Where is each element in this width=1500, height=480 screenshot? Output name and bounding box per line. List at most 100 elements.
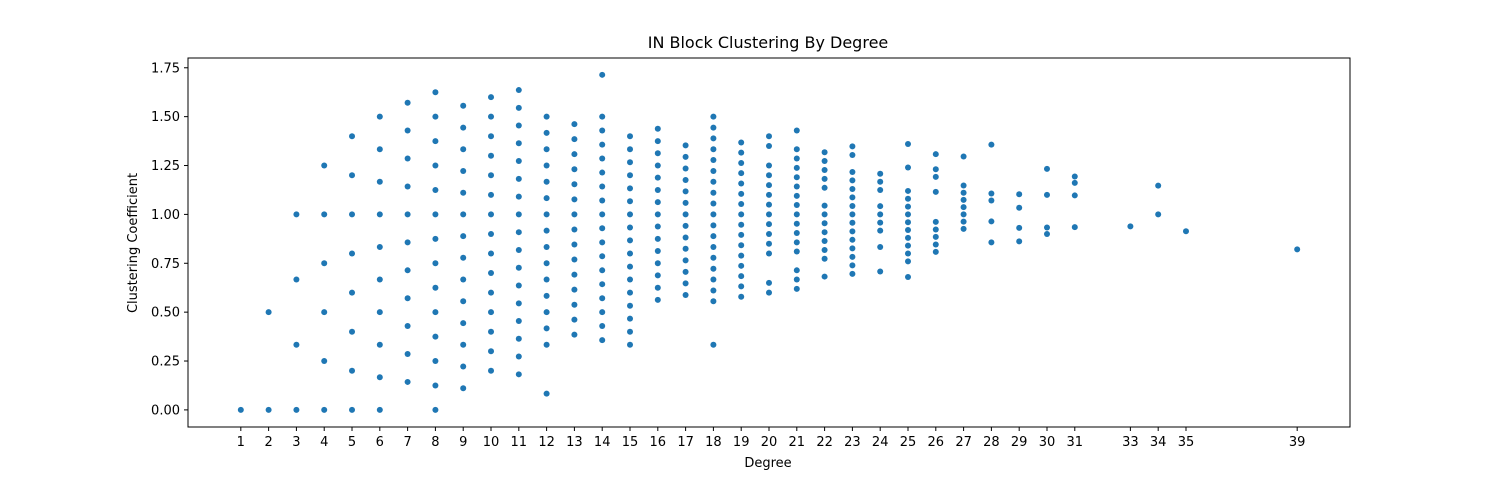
data-point bbox=[237, 406, 244, 413]
data-point bbox=[904, 227, 911, 234]
data-point bbox=[682, 211, 689, 218]
x-tick-label: 20 bbox=[761, 435, 778, 450]
data-point bbox=[849, 228, 856, 235]
data-point bbox=[766, 289, 772, 296]
data-point bbox=[627, 328, 634, 335]
data-point bbox=[1182, 228, 1189, 235]
data-points bbox=[237, 71, 1301, 413]
data-point bbox=[904, 195, 911, 202]
data-point bbox=[460, 254, 467, 261]
data-point bbox=[1071, 179, 1078, 186]
data-point bbox=[960, 218, 967, 225]
data-point bbox=[738, 221, 745, 228]
data-point bbox=[738, 273, 745, 280]
data-point bbox=[515, 353, 522, 360]
data-point bbox=[599, 183, 606, 190]
data-point bbox=[349, 133, 356, 140]
data-point bbox=[349, 250, 356, 257]
data-point bbox=[571, 136, 578, 143]
data-point bbox=[793, 202, 800, 209]
data-point bbox=[654, 174, 661, 181]
data-point bbox=[488, 328, 495, 335]
data-point bbox=[321, 309, 328, 316]
data-point bbox=[793, 155, 800, 162]
data-point bbox=[1043, 230, 1050, 237]
data-point bbox=[766, 182, 772, 189]
data-point bbox=[599, 323, 606, 330]
data-point bbox=[849, 194, 856, 201]
data-point bbox=[571, 331, 578, 338]
data-point bbox=[432, 186, 439, 193]
data-point bbox=[988, 218, 995, 225]
data-point bbox=[627, 315, 634, 322]
data-point bbox=[849, 236, 856, 243]
data-point bbox=[877, 219, 884, 226]
data-point bbox=[793, 211, 800, 218]
data-point bbox=[404, 183, 411, 190]
data-point bbox=[904, 141, 911, 148]
data-point bbox=[904, 234, 911, 241]
data-point bbox=[627, 302, 634, 309]
data-point bbox=[821, 184, 828, 191]
data-point bbox=[1043, 224, 1050, 231]
data-point bbox=[488, 94, 495, 101]
data-point bbox=[793, 276, 800, 283]
data-point bbox=[404, 127, 411, 134]
data-point bbox=[1043, 191, 1050, 198]
data-point bbox=[849, 253, 856, 260]
data-point bbox=[488, 250, 495, 257]
x-axis: 1 2 3 4 5 6 7 8 9 10 11 12 13 14 15 16 17 18 19 20 21 22 23 24 2… bbox=[237, 427, 1305, 450]
data-point bbox=[599, 281, 606, 288]
data-point bbox=[904, 219, 911, 226]
data-point bbox=[849, 151, 856, 158]
y-axis: 0.00 0.25 0.50 0.75 1.00 1.25 1.50 1.75 bbox=[151, 61, 188, 418]
data-point bbox=[766, 201, 772, 208]
data-point bbox=[627, 211, 634, 218]
data-point bbox=[571, 151, 578, 158]
data-point bbox=[1155, 211, 1162, 218]
data-point bbox=[404, 99, 411, 106]
data-point bbox=[571, 226, 578, 233]
data-point bbox=[766, 142, 772, 149]
data-point bbox=[460, 276, 467, 283]
data-point bbox=[1155, 182, 1162, 189]
data-point bbox=[627, 263, 634, 270]
data-point bbox=[321, 358, 328, 365]
data-point bbox=[515, 158, 522, 165]
data-point bbox=[682, 234, 689, 241]
data-point bbox=[960, 225, 967, 232]
data-point bbox=[460, 102, 467, 109]
data-point bbox=[460, 298, 467, 305]
data-point bbox=[432, 358, 439, 365]
y-axis-title: Clustering Coefficient bbox=[126, 173, 141, 313]
data-point bbox=[349, 289, 356, 296]
data-point bbox=[793, 192, 800, 199]
data-point bbox=[432, 284, 439, 291]
data-point bbox=[349, 406, 356, 413]
data-point bbox=[766, 221, 772, 228]
data-point bbox=[904, 203, 911, 210]
data-point bbox=[904, 258, 911, 265]
data-point bbox=[821, 255, 828, 262]
data-point bbox=[293, 406, 300, 413]
data-point bbox=[488, 367, 495, 374]
data-point bbox=[571, 316, 578, 323]
data-point bbox=[515, 229, 522, 236]
data-point bbox=[821, 167, 828, 174]
data-point bbox=[654, 186, 661, 193]
data-point bbox=[1016, 238, 1023, 245]
data-point bbox=[432, 406, 439, 413]
data-point bbox=[515, 335, 522, 342]
data-point bbox=[849, 211, 856, 218]
data-point bbox=[766, 211, 772, 218]
data-point bbox=[599, 239, 606, 246]
data-point bbox=[738, 159, 745, 166]
data-point bbox=[1071, 192, 1078, 199]
x-tick-label: 34 bbox=[1150, 435, 1167, 450]
x-tick-label: 29 bbox=[1011, 435, 1028, 450]
data-point bbox=[821, 158, 828, 165]
data-point bbox=[515, 140, 522, 147]
data-point bbox=[515, 300, 522, 307]
data-point bbox=[321, 211, 328, 218]
data-point bbox=[571, 196, 578, 203]
